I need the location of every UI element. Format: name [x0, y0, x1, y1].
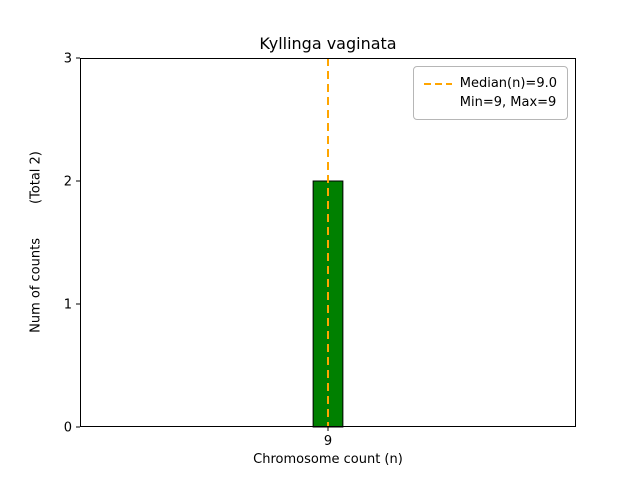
x-tick-label: 9: [324, 434, 332, 449]
legend-handle-spacer: [424, 101, 452, 105]
median-line-sample-icon: [423, 82, 452, 85]
y-tick-label: 3: [64, 52, 72, 67]
axes-box: [80, 58, 576, 427]
plot-area: 0 1 2 3 9 Median(n)=9.0 Min=9, Max=9: [64, 52, 576, 449]
y-axis-label-text: Num of counts: [28, 238, 44, 333]
legend-label-median: Median(n)=9.0: [459, 76, 557, 91]
y-axis-total-text: (Total 2): [28, 151, 44, 205]
y-axis-label: Num of counts (Total 2): [29, 151, 44, 333]
y-tick-label: 0: [64, 421, 72, 436]
legend-entry-minmax: Min=9, Max=9: [424, 93, 557, 112]
y-tick-label: 1: [64, 298, 72, 313]
legend-entry-median: Median(n)=9.0: [423, 74, 557, 93]
bar-chart: 0 1 2 3 9: [64, 52, 576, 449]
legend-label-minmax: Min=9, Max=9: [459, 95, 557, 110]
y-tick-label: 2: [64, 175, 72, 190]
chart-title: Kyllinga vaginata: [259, 34, 397, 53]
x-axis-label: Chromosome count (n): [253, 452, 403, 467]
legend: Median(n)=9.0 Min=9, Max=9: [412, 66, 568, 120]
